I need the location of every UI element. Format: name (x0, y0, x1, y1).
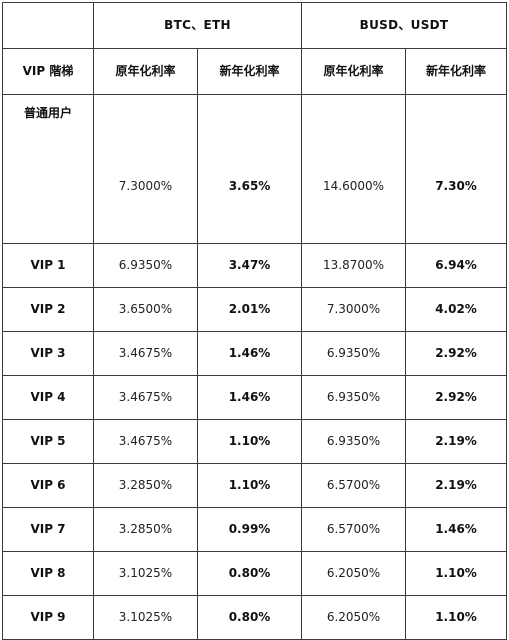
tier-name: VIP 4 (2, 375, 94, 420)
tier-name: VIP 7 (2, 507, 94, 552)
busd-new-rate: 1.10% (405, 551, 508, 596)
btc-new-rate: 2.01% (196, 287, 303, 332)
btc-new-rate: 0.80% (196, 551, 303, 596)
btc-new-rate: 3.65% (196, 94, 303, 244)
table-row: VIP 7 3.2850% 0.99% 6.5700% 1.46% (2, 507, 508, 552)
btc-old-rate: 6.9350% (93, 243, 198, 288)
busd-old-rate: 6.2050% (301, 595, 407, 640)
busd-old-rate: 14.6000% (301, 94, 407, 244)
btc-new-rate: 0.99% (196, 507, 303, 552)
btc-old-rate: 3.4675% (93, 419, 198, 464)
corner-cell (2, 2, 94, 49)
btc-old-rate: 3.1025% (93, 595, 198, 640)
btc-new-rate: 1.10% (196, 463, 303, 508)
busd-old-rate: 6.2050% (301, 551, 407, 596)
table-row: VIP 5 3.4675% 1.10% 6.9350% 2.19% (2, 419, 508, 464)
tier-name: VIP 1 (2, 243, 94, 288)
table-row: VIP 3 3.4675% 1.46% 6.9350% 2.92% (2, 331, 508, 376)
tier-column-header: VIP 階梯 (2, 48, 94, 95)
table-row: VIP 4 3.4675% 1.46% 6.9350% 2.92% (2, 375, 508, 420)
btc-old-rate: 3.4675% (93, 331, 198, 376)
busd-new-rate: 7.30% (405, 94, 508, 244)
btc-new-rate: 1.46% (196, 331, 303, 376)
table-row: VIP 2 3.6500% 2.01% 7.3000% 4.02% (2, 287, 508, 332)
group-header-btc-eth: BTC、ETH (92, 2, 303, 49)
busd-new-rate: 1.10% (405, 595, 508, 640)
busd-old-rate-header: 原年化利率 (301, 48, 407, 95)
btc-old-rate: 3.4675% (93, 375, 198, 420)
tier-name: VIP 6 (2, 463, 94, 508)
tier-name: VIP 9 (2, 595, 94, 640)
busd-old-rate: 13.8700% (301, 243, 407, 288)
btc-old-rate: 7.3000% (93, 94, 198, 244)
column-header-row: VIP 階梯 原年化利率 新年化利率 原年化利率 新年化利率 (2, 48, 508, 95)
btc-new-rate: 1.10% (196, 419, 303, 464)
tier-name: VIP 8 (2, 551, 94, 596)
busd-old-rate: 6.9350% (301, 331, 407, 376)
busd-old-rate: 6.9350% (301, 419, 407, 464)
busd-old-rate: 6.9350% (301, 375, 407, 420)
btc-new-rate: 0.80% (196, 595, 303, 640)
busd-new-rate-header: 新年化利率 (405, 48, 508, 95)
busd-new-rate: 2.92% (405, 331, 508, 376)
tier-name: VIP 5 (2, 419, 94, 464)
btc-old-rate: 3.2850% (93, 463, 198, 508)
btc-new-rate-header: 新年化利率 (196, 48, 303, 95)
tier-name: VIP 3 (2, 331, 94, 376)
busd-new-rate: 2.92% (405, 375, 508, 420)
btc-old-rate: 3.1025% (93, 551, 198, 596)
table-row: VIP 9 3.1025% 0.80% 6.2050% 1.10% (2, 595, 508, 640)
tier-name: 普通用户 (2, 94, 94, 244)
table-row: 普通用户 7.3000% 3.65% 14.6000% 7.30% (2, 94, 508, 244)
busd-old-rate: 6.5700% (301, 463, 407, 508)
busd-new-rate: 6.94% (405, 243, 508, 288)
busd-new-rate: 2.19% (405, 419, 508, 464)
busd-new-rate: 4.02% (405, 287, 508, 332)
btc-old-rate-header: 原年化利率 (93, 48, 198, 95)
btc-old-rate: 3.2850% (93, 507, 198, 552)
busd-new-rate: 2.19% (405, 463, 508, 508)
btc-old-rate: 3.6500% (93, 287, 198, 332)
busd-new-rate: 1.46% (405, 507, 508, 552)
btc-new-rate: 1.46% (196, 375, 303, 420)
group-header-row: BTC、ETH BUSD、USDT (2, 2, 508, 49)
btc-new-rate: 3.47% (196, 243, 303, 288)
table-row: VIP 1 6.9350% 3.47% 13.8700% 6.94% (2, 243, 508, 288)
busd-old-rate: 6.5700% (301, 507, 407, 552)
tier-name: VIP 2 (2, 287, 94, 332)
table-row: VIP 6 3.2850% 1.10% 6.5700% 2.19% (2, 463, 508, 508)
busd-old-rate: 7.3000% (301, 287, 407, 332)
group-header-busd-usdt: BUSD、USDT (301, 2, 508, 49)
table-row: VIP 8 3.1025% 0.80% 6.2050% 1.10% (2, 551, 508, 596)
